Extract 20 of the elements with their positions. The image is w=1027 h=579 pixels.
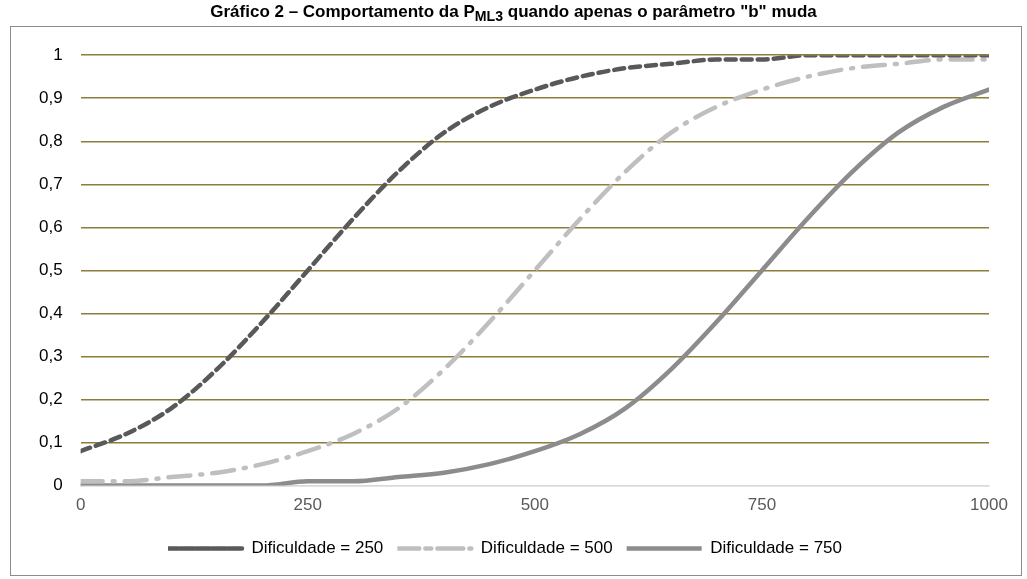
y-tick-label: 0,7 <box>38 174 63 194</box>
y-tick-label: 1 <box>53 44 63 64</box>
y-tick-label: 0 <box>53 475 63 495</box>
y-tick-label: 0,9 <box>38 87 63 107</box>
y-tick-label: 0,2 <box>38 389 63 409</box>
chart-title: Gráfico 2 – Comportamento da P$_{ML3}$ quando apenas o parâmetro "b" muda <box>209 2 818 25</box>
x-tick-label: 750 <box>747 495 777 515</box>
x-tick-label: 1000 <box>970 495 1008 515</box>
y-tick-label: 0,3 <box>38 346 63 366</box>
legend-label: Dificuldade = 500 <box>480 538 613 558</box>
x-tick-label: 0 <box>75 495 86 515</box>
y-tick-label: 0,1 <box>38 432 63 452</box>
x-tick-label: 250 <box>293 495 322 515</box>
legend-label: Dificuldade = 250 <box>251 538 384 558</box>
legend-label: Dificuldade = 750 <box>710 538 843 558</box>
y-tick-label: 0,8 <box>38 130 63 150</box>
y-tick-label: 0,4 <box>38 303 63 323</box>
x-tick-label: 500 <box>520 495 549 515</box>
y-tick-label: 0,6 <box>38 217 63 237</box>
y-tick-label: 0,5 <box>38 260 63 280</box>
